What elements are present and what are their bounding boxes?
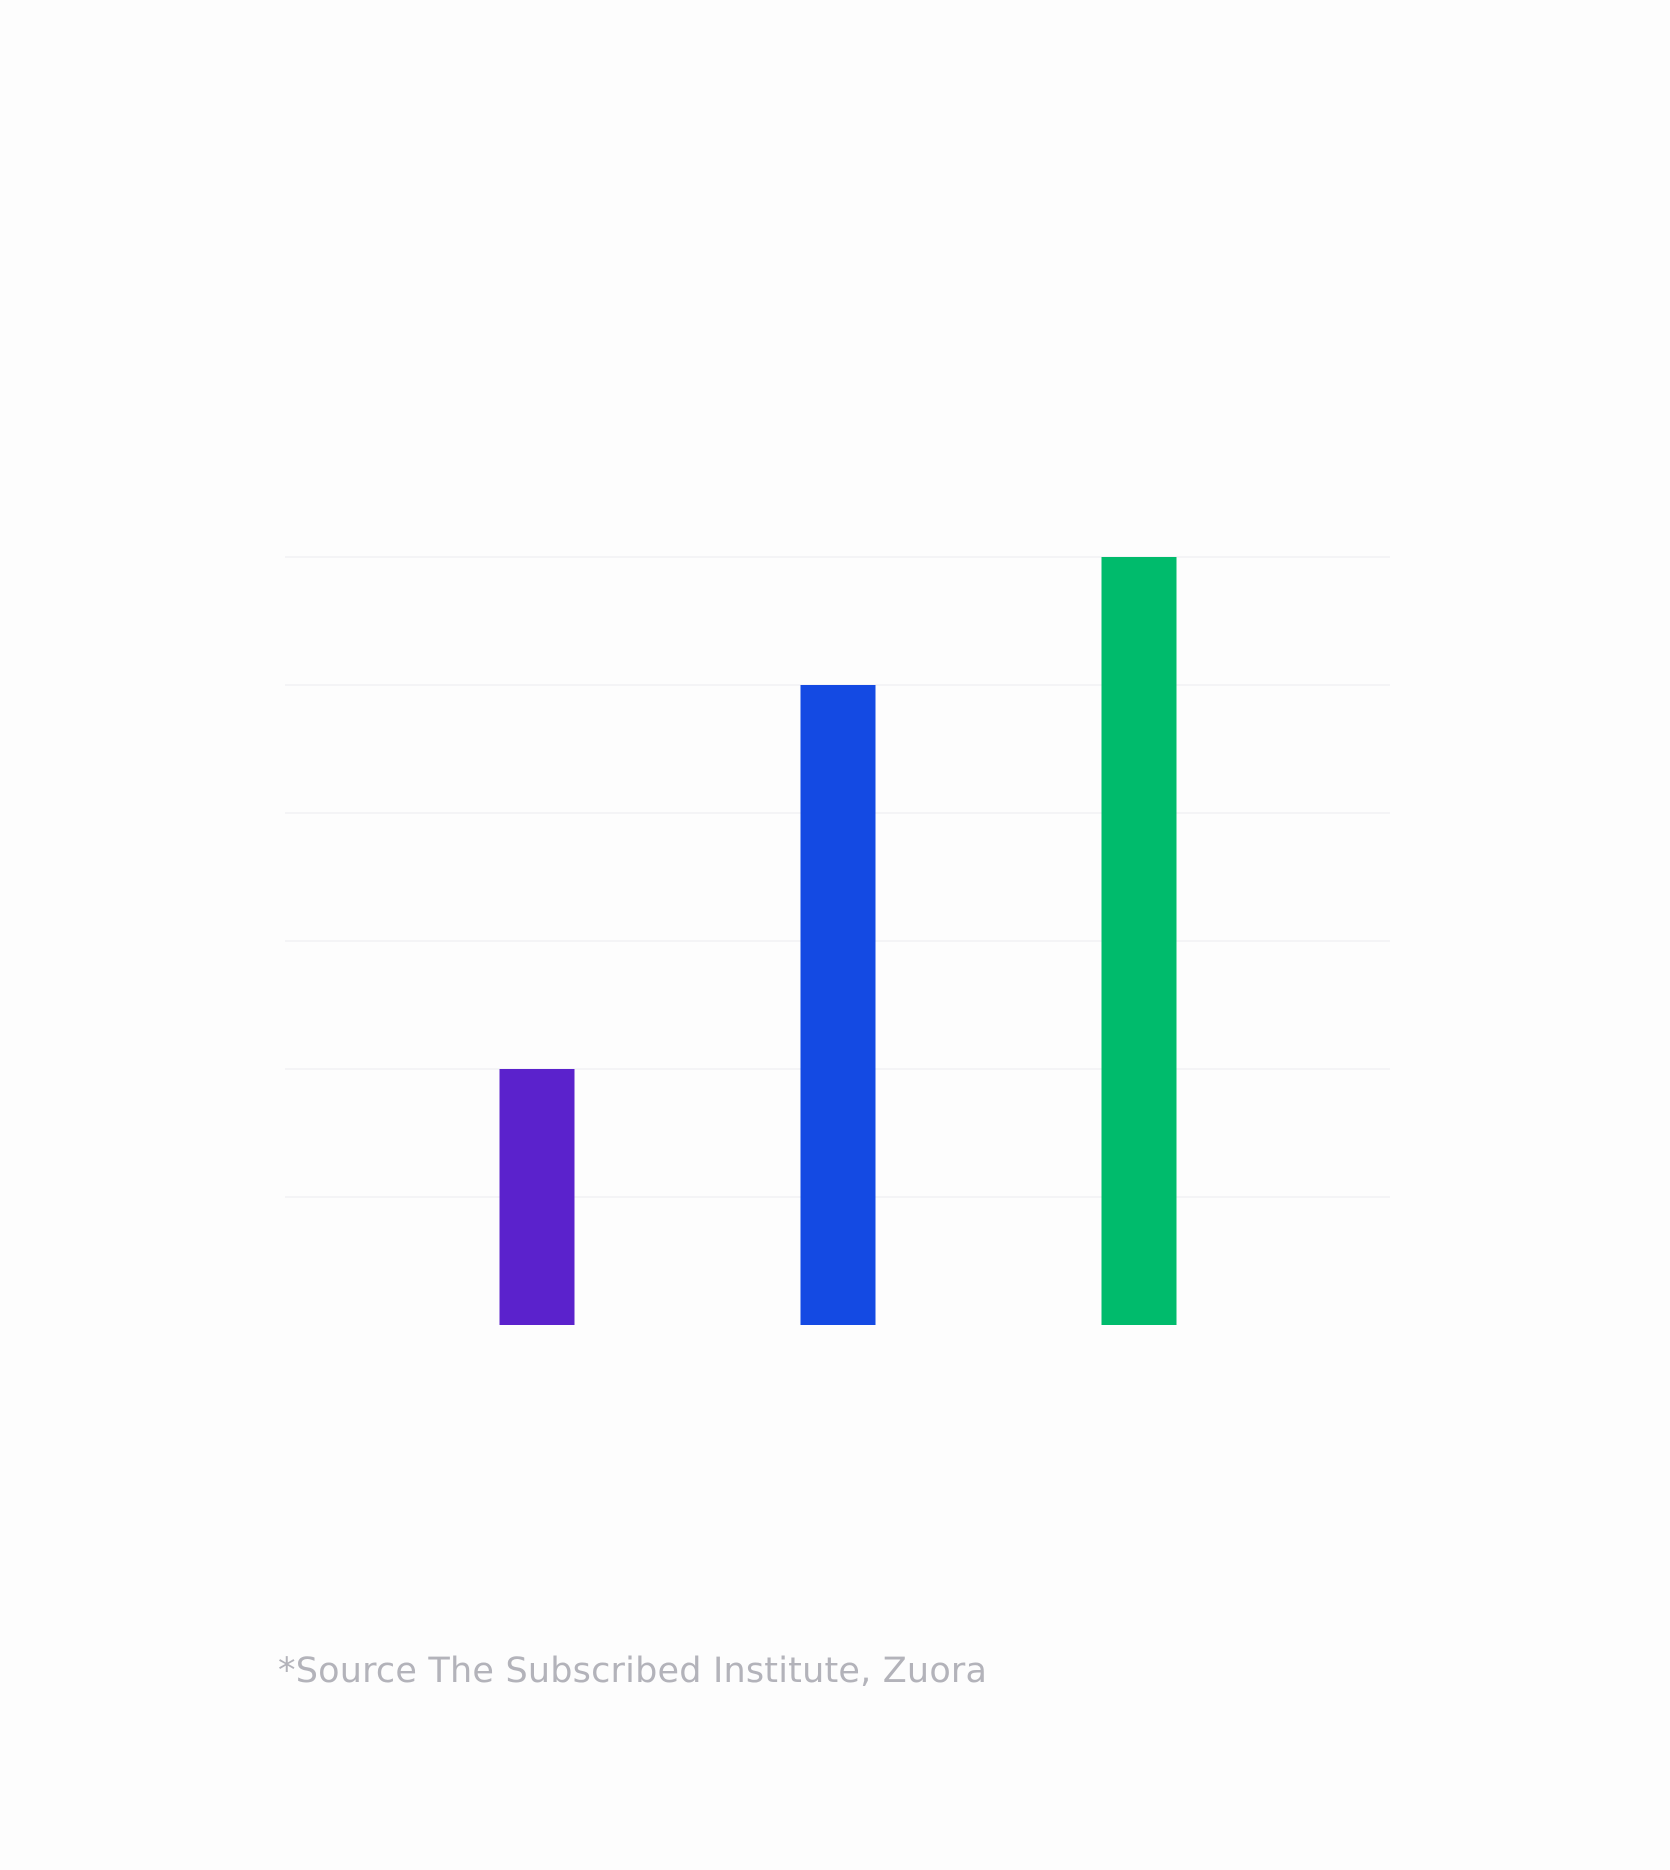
bar-1 (499, 1069, 575, 1325)
bars (499, 557, 1177, 1325)
bar-2 (800, 685, 876, 1325)
source-footnote: *Source The Subscribed Institute, Zuora (278, 1651, 988, 1691)
bar-3 (1101, 557, 1177, 1325)
